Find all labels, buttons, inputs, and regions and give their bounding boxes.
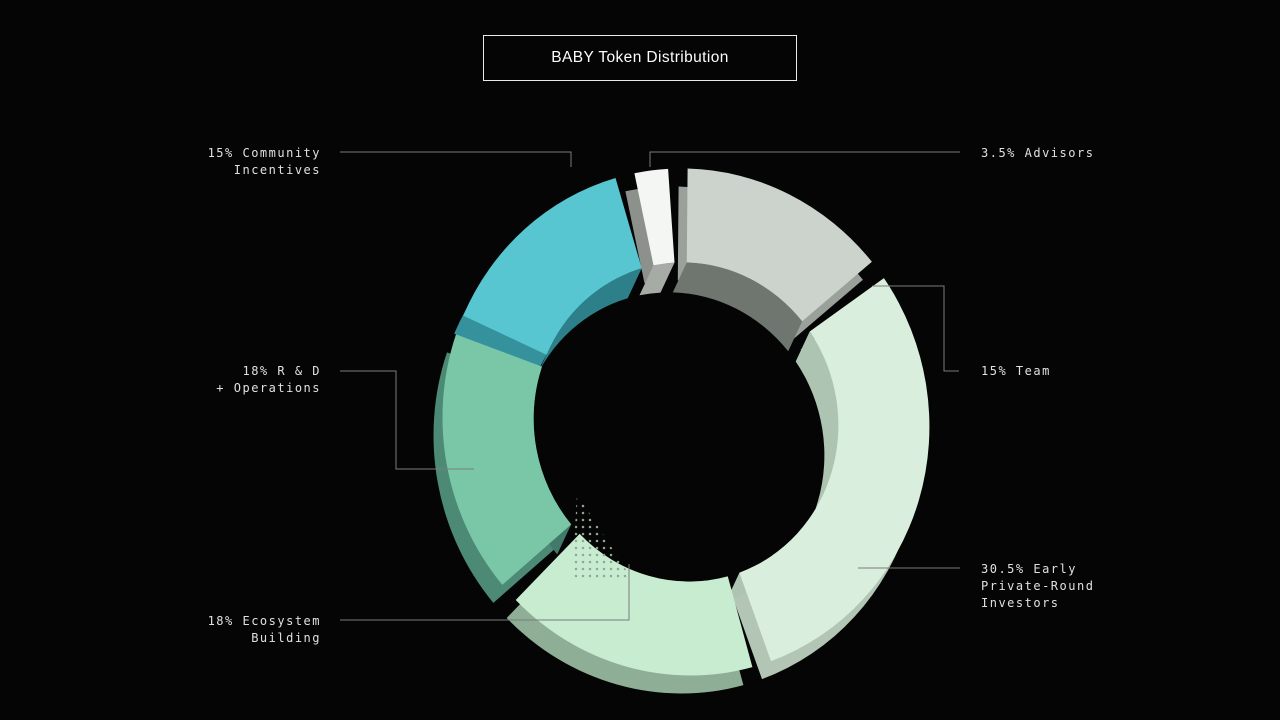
connector-community-incentives: [340, 151, 572, 167]
segment-advisors: [634, 168, 675, 266]
connector-team: [872, 285, 959, 372]
callout-early-private-round-investors: 30.5% Early Private-Round Investors: [981, 561, 1094, 612]
callout-line: + Operations: [216, 381, 321, 395]
callout-line: 3.5% Advisors: [981, 146, 1095, 160]
callout-line: Incentives: [233, 163, 321, 177]
callout-advisors: 3.5% Advisors: [981, 145, 1094, 162]
segment-team: [686, 168, 872, 322]
connector-ecosystem-building: [340, 564, 630, 621]
callout-line: 15% Team: [981, 364, 1051, 378]
connector-rnd-operations: [340, 370, 474, 470]
halftone-triangle: [572, 494, 632, 579]
connector-advisors: [649, 151, 960, 167]
callout-community-incentives: 15% Community Incentives: [208, 145, 321, 179]
segment-investors: [739, 278, 930, 662]
callout-rnd-operations: 18% R & D + Operations: [216, 363, 321, 397]
callout-line: Building: [251, 631, 321, 645]
segment-advisors-inner-wall: [639, 262, 675, 296]
callout-line: 18% R & D: [242, 364, 321, 378]
callout-line: 18% Ecosystem: [207, 614, 321, 628]
donut-ring: [433, 168, 930, 694]
segment-community-inner-wall: [532, 268, 642, 385]
segment-team-inner-wall: [672, 262, 803, 352]
callout-line: 15% Community: [207, 146, 321, 160]
chart-title: BABY Token Distribution: [551, 49, 729, 66]
segment-community: [463, 178, 642, 355]
callout-line: Private-Round: [981, 579, 1095, 593]
chart-title-box: BABY Token Distribution: [483, 35, 797, 81]
callout-team: 15% Team: [981, 363, 1051, 380]
callout-ecosystem-building: 18% Ecosystem Building: [208, 613, 321, 647]
callout-line: Investors: [981, 596, 1060, 610]
callout-line: 30.5% Early: [981, 562, 1077, 576]
segment-rnd: [442, 334, 572, 585]
